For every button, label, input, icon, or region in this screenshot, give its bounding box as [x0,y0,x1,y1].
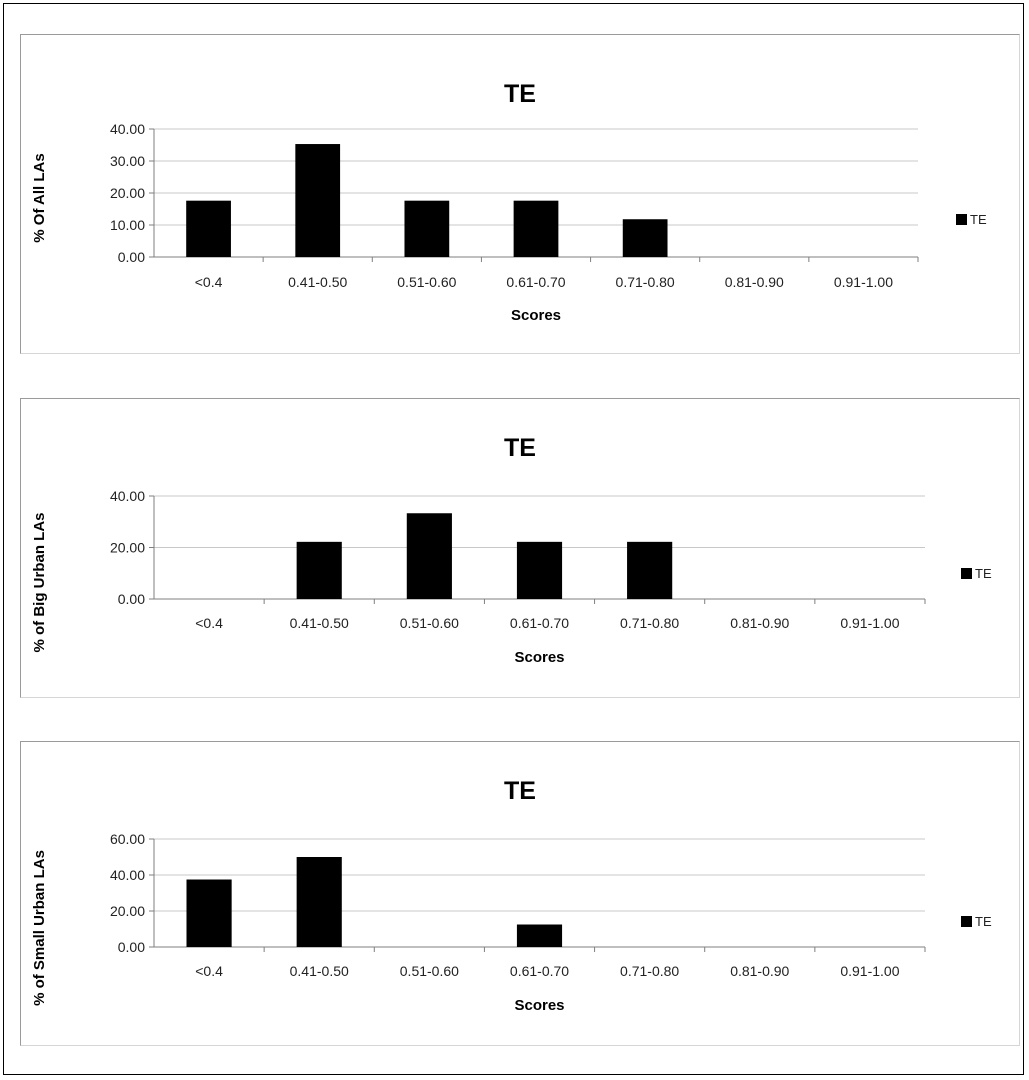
figure-frame: TE 0.00 10.00 20.00 30.00 40.00 <0.4 0.41-0.50 0… [3,3,1024,1075]
bar-2 [296,541,342,599]
x-tick-label: 0.91-1.00 [834,274,893,290]
bar-3 [404,200,450,257]
x-tick-label: 0.51-0.60 [397,274,456,290]
x-tick-label: 0.61-0.70 [510,963,569,979]
bar-3 [406,513,452,599]
y-tick-label: 20.00 [110,903,145,919]
bar-5 [627,541,673,599]
chart-svg-all-las: TE 0.00 10.00 20.00 30.00 40.00 <0.4 0.41-0.50 0… [31,80,987,324]
chart-svg-small-urban-las: TE 0.00 20.00 40.00 60.00 <0.4 0.41-0.50 0.51-0… [31,777,992,1014]
x-axis-title: Scores [511,307,561,324]
x-tick-label: <0.4 [195,274,223,290]
x-tick-label: <0.4 [195,615,223,631]
legend-swatch [956,214,967,225]
chart-title: TE [504,80,536,108]
chart-panel-big-urban-las: TE 0.00 20.00 40.00 <0.4 0.41-0.50 0.51-0.60 0.… [20,398,1020,698]
chart-svg-big-urban-las: TE 0.00 20.00 40.00 <0.4 0.41-0.50 0.51-0.60 0.… [31,434,992,666]
bar-4 [516,924,563,947]
y-axis-title: % of Big Urban LAs [31,512,48,652]
bar-5 [622,219,668,257]
x-tick-label: 0.41-0.50 [290,615,349,631]
x-tick-label: 0.41-0.50 [288,274,347,290]
x-tick-label: 0.81-0.90 [730,963,789,979]
y-tick-label: 40.00 [110,488,145,504]
chart-panel-small-urban-las: TE 0.00 20.00 40.00 60.00 <0.4 0.41-0.50 0.51-0… [20,741,1020,1046]
y-tick-label: 40.00 [110,867,145,883]
x-tick-label: 0.91-1.00 [840,615,899,631]
x-tick-label: 0.61-0.70 [506,274,565,290]
y-axis-title: % of Small Urban LAs [31,850,48,1006]
x-tick-label: 0.51-0.60 [400,963,459,979]
y-axis-title: % Of All LAs [31,153,48,242]
bar-2 [296,857,342,947]
legend-swatch [961,916,972,927]
x-tick-label: 0.91-1.00 [840,963,899,979]
y-tick-label: 0.00 [118,939,145,955]
x-tick-label: 0.51-0.60 [400,615,459,631]
y-tick-label: 40.00 [110,121,145,137]
x-tick-label: 0.61-0.70 [510,615,569,631]
chart-panel-all-las: TE 0.00 10.00 20.00 30.00 40.00 <0.4 0.41-0.50 0… [20,34,1020,354]
y-tick-label: 20.00 [110,185,145,201]
bar-4 [516,541,563,599]
chart-title: TE [504,434,536,462]
bar-1 [186,200,231,257]
x-axis-title: Scores [514,997,564,1014]
bar-1 [186,879,232,947]
chart-title: TE [504,777,536,805]
legend-swatch [961,568,972,579]
x-tick-label: 0.41-0.50 [290,963,349,979]
x-axis-title: Scores [514,649,564,666]
y-tick-label: 20.00 [110,540,145,556]
x-tick-label: 0.71-0.80 [616,274,675,290]
x-tick-label: 0.71-0.80 [620,963,679,979]
bar-2 [295,144,341,257]
legend-label: TE [975,566,992,581]
x-tick-label: <0.4 [195,963,223,979]
y-tick-label: 60.00 [110,831,145,847]
legend-label: TE [970,212,987,227]
legend-label: TE [975,914,992,929]
y-tick-label: 0.00 [118,591,145,607]
y-tick-label: 30.00 [110,153,145,169]
bar-4 [513,200,559,257]
x-tick-label: 0.81-0.90 [730,615,789,631]
x-tick-label: 0.81-0.90 [725,274,784,290]
y-tick-label: 0.00 [118,249,145,265]
y-tick-label: 10.00 [110,217,145,233]
x-tick-label: 0.71-0.80 [620,615,679,631]
